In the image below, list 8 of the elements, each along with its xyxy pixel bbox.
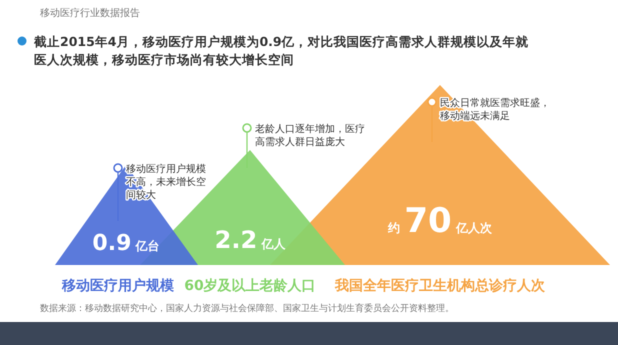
text: 民众日常就医需求旺盛，移动端远未满足 [440, 97, 550, 122]
text: 老龄人口逐年增加，医疗高需求人群日益庞大 [255, 123, 365, 148]
category-label: 我国全年医疗卫生机构总诊疗人次 [334, 277, 546, 294]
source-note: 数据来源：移动数据研究中心，国家人力资源与社会保障部、国家卫生与计划生育委员会公开资料整理。 [40, 303, 454, 314]
category-label: 移动医疗用户规模 [61, 277, 175, 294]
category-label: 60岁及以上老龄人口 [184, 278, 316, 294]
text: 移动医疗行业数据报告 [40, 7, 140, 19]
text: 截止2015年4月，移动医疗用户规模为0.9亿，对比我国医疗高需求人群规模以及年就医人次规模，移动医疗市场尚有较大增长空间 [33, 34, 529, 67]
